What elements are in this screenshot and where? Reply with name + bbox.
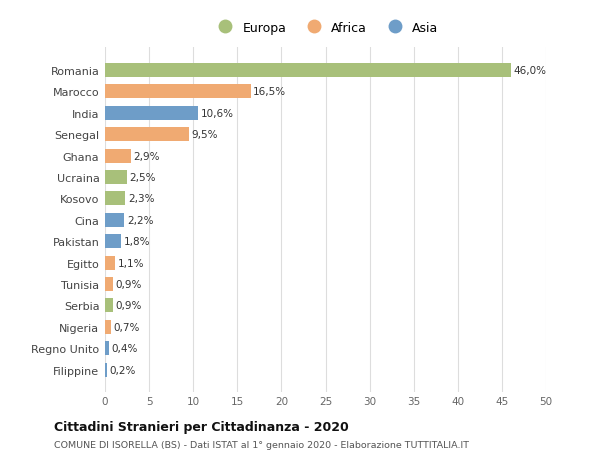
- Bar: [105, 213, 124, 227]
- Bar: [105, 64, 511, 78]
- Text: 2,2%: 2,2%: [127, 215, 154, 225]
- Text: 2,5%: 2,5%: [130, 173, 156, 183]
- Text: 16,5%: 16,5%: [253, 87, 286, 97]
- Bar: [105, 192, 125, 206]
- Text: COMUNE DI ISORELLA (BS) - Dati ISTAT al 1° gennaio 2020 - Elaborazione TUTTITALI: COMUNE DI ISORELLA (BS) - Dati ISTAT al …: [54, 440, 469, 449]
- Bar: [105, 363, 107, 377]
- Bar: [105, 277, 113, 291]
- Bar: [105, 320, 111, 334]
- Text: 0,2%: 0,2%: [109, 365, 136, 375]
- Bar: [105, 341, 109, 355]
- Bar: [105, 85, 251, 99]
- Text: 9,5%: 9,5%: [191, 130, 218, 140]
- Text: 0,9%: 0,9%: [116, 280, 142, 289]
- Text: 46,0%: 46,0%: [514, 66, 547, 76]
- Bar: [105, 299, 113, 313]
- Text: Cittadini Stranieri per Cittadinanza - 2020: Cittadini Stranieri per Cittadinanza - 2…: [54, 420, 349, 433]
- Bar: [105, 106, 199, 120]
- Bar: [105, 128, 189, 142]
- Text: 1,1%: 1,1%: [118, 258, 144, 268]
- Text: 0,9%: 0,9%: [116, 301, 142, 311]
- Text: 10,6%: 10,6%: [201, 108, 234, 118]
- Bar: [105, 235, 121, 249]
- Text: 0,7%: 0,7%: [114, 322, 140, 332]
- Bar: [105, 256, 115, 270]
- Text: 1,8%: 1,8%: [124, 237, 150, 246]
- Text: 0,4%: 0,4%: [111, 343, 137, 353]
- Legend: Europa, Africa, Asia: Europa, Africa, Asia: [208, 17, 443, 39]
- Bar: [105, 149, 131, 163]
- Bar: [105, 171, 127, 185]
- Text: 2,3%: 2,3%: [128, 194, 154, 204]
- Text: 2,9%: 2,9%: [133, 151, 160, 161]
